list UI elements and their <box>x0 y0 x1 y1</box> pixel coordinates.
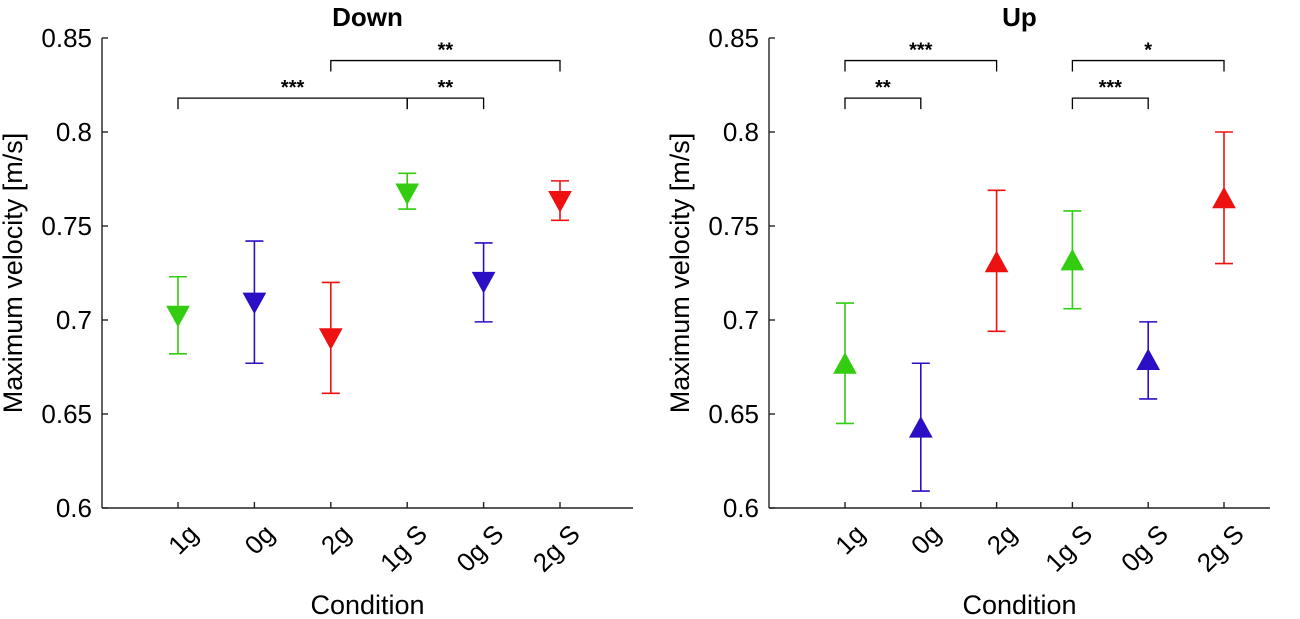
y-tick-label: 0.65 <box>708 399 759 429</box>
x-axis-label: Condition <box>962 590 1076 619</box>
y-tick-label: 0.85 <box>708 23 759 53</box>
x-tick-label: 0g <box>905 519 947 561</box>
y-tick-label: 0.7 <box>723 305 759 335</box>
data-point-1g <box>166 305 190 328</box>
significance-bracket <box>1071 97 1149 110</box>
data-point-0g-S <box>471 271 496 294</box>
y-axis-label: Maximum velocity [m/s] <box>0 133 28 414</box>
significance-label: ** <box>438 40 454 62</box>
x-tick-label: 2g <box>315 519 357 561</box>
chart-title: Up <box>1002 2 1037 32</box>
y-tick-label: 0.8 <box>723 117 759 147</box>
data-point-2g <box>318 328 343 350</box>
data-point-0g <box>242 292 267 315</box>
significance-label: *** <box>1099 77 1123 99</box>
x-tick-label: 2g <box>981 519 1023 561</box>
significance-bracket <box>844 97 922 110</box>
significance-bracket <box>330 59 561 72</box>
data-point-1g <box>833 352 857 374</box>
data-point-0g <box>908 416 933 438</box>
data-point-2g-S <box>548 191 572 213</box>
significance-label: * <box>1144 40 1152 62</box>
y-tick-label: 0.6 <box>723 493 759 523</box>
data-point-1g-S <box>1060 248 1085 271</box>
x-tick-label: 2g S <box>1191 519 1250 578</box>
data-point-1g-S <box>395 183 420 206</box>
y-tick-label: 0.75 <box>41 211 92 241</box>
x-tick-label: 1g <box>162 519 204 561</box>
x-tick-label: 0g S <box>1115 519 1174 578</box>
x-tick-label: 2g S <box>527 519 586 578</box>
y-tick-label: 0.8 <box>56 117 92 147</box>
panel-up: Up 0.6 0.65 0.7 0.75 0.8 0.85 1g 0g 2g 1g S 0g S 2g … <box>665 2 1270 619</box>
y-axis-label: Maximum velocity [m/s] <box>665 133 695 414</box>
significance-label: *** <box>909 40 933 62</box>
y-tick-label: 0.75 <box>708 211 759 241</box>
y-tick-label: 0.85 <box>41 23 92 53</box>
significance-label: ** <box>875 77 891 99</box>
significance-bracket <box>177 97 408 110</box>
significance-label: *** <box>281 77 305 99</box>
significance-bracket <box>406 97 485 110</box>
x-tick-label: 0g <box>239 519 281 561</box>
x-tick-label: 1g <box>829 519 871 561</box>
y-tick-label: 0.65 <box>41 399 92 429</box>
significance-label: ** <box>438 77 454 99</box>
panel-down: Down 0.6 0.65 0.7 0.75 0.8 0.85 1g 0g 2g 1g S 0g S 2… <box>0 2 633 619</box>
x-tick-label: 1g S <box>1039 519 1098 578</box>
x-tick-label: 1g S <box>374 519 433 578</box>
data-point-2g-S <box>1212 186 1236 209</box>
y-tick-label: 0.7 <box>56 305 92 335</box>
x-axis-label: Condition <box>310 590 424 619</box>
data-point-0g-S <box>1136 348 1161 370</box>
data-point-2g <box>984 250 1009 273</box>
significance-bracket <box>844 59 998 72</box>
chart-title: Down <box>332 2 403 32</box>
y-tick-label: 0.6 <box>56 493 92 523</box>
x-tick-label: 0g S <box>450 519 509 578</box>
significance-bracket <box>1071 59 1225 72</box>
